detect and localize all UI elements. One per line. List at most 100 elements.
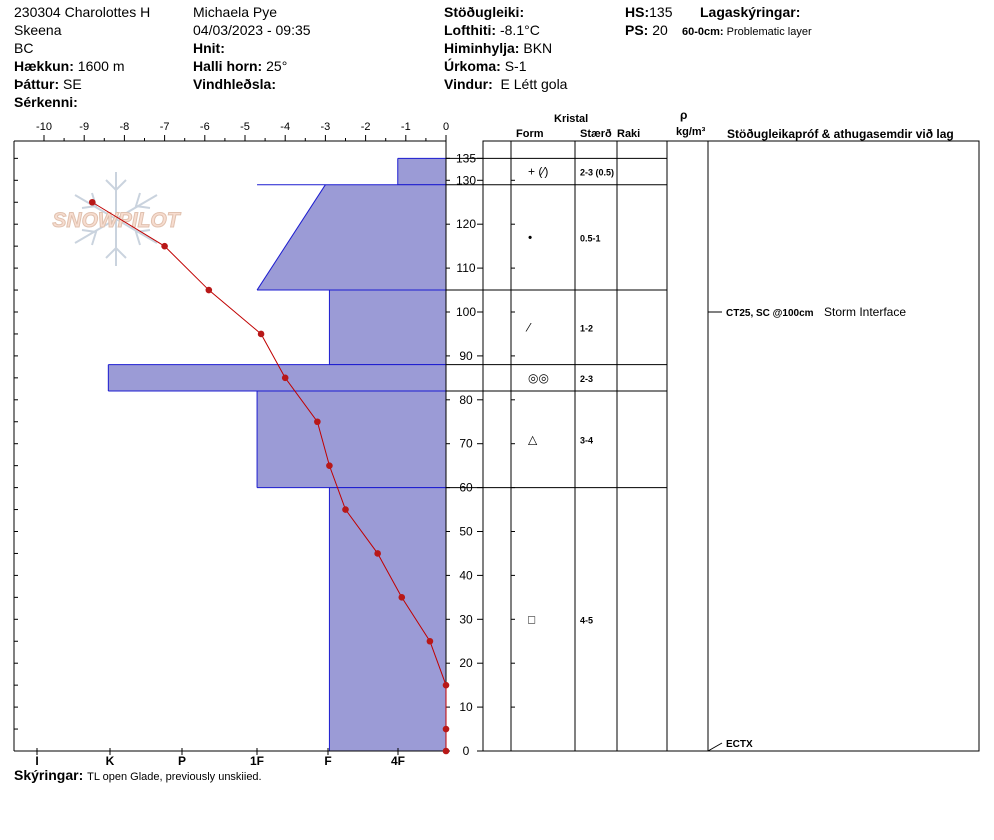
temp-tick-label-8: -2 bbox=[361, 121, 371, 133]
height-tick-label-5: 50 bbox=[459, 525, 473, 539]
hardness-layer-4 bbox=[257, 391, 446, 488]
hardness-layer-5 bbox=[329, 487, 446, 751]
temp-tick-label-5: -5 bbox=[240, 121, 250, 133]
ps-value: 20 bbox=[652, 22, 668, 38]
temperature-point-4 bbox=[281, 374, 289, 382]
hardness-layer-1 bbox=[257, 184, 446, 291]
footer-text: TL open Glade, previously unskiied. bbox=[87, 771, 262, 783]
elevation-value: 1600 m bbox=[77, 58, 125, 74]
temp-tick-label-9: -1 bbox=[401, 121, 411, 133]
height-tick-label-10: 100 bbox=[456, 305, 476, 319]
temperature-point-5 bbox=[314, 418, 321, 426]
height-tick-label-3: 30 bbox=[459, 612, 473, 626]
hardness-tick-label-1: K bbox=[106, 754, 115, 768]
temp-tick-label-6: -4 bbox=[280, 121, 290, 133]
temperature-point-10 bbox=[426, 637, 434, 645]
slope-row: Halli horn: 25° bbox=[193, 58, 287, 75]
height-tick-label-8: 80 bbox=[459, 393, 473, 407]
height-tick-label-7: 70 bbox=[459, 437, 473, 451]
hardness-tick-label-4: F bbox=[324, 754, 331, 768]
temperature-point-2 bbox=[205, 286, 213, 294]
ps-label: PS: bbox=[625, 22, 649, 38]
rho-header: ρ bbox=[680, 108, 688, 122]
region: BC bbox=[14, 40, 34, 56]
crystal-form-0: + (⁄) bbox=[528, 165, 548, 179]
test-code-1: ECTX bbox=[726, 739, 753, 750]
temperature-point-7 bbox=[342, 506, 349, 513]
temperature-point-0 bbox=[88, 198, 96, 206]
test-code-0: CT25, SC @100cm bbox=[726, 308, 814, 319]
air-temp-row: Lofthiti: -8.1°C bbox=[444, 22, 540, 39]
test-note-0: Storm Interface bbox=[824, 305, 906, 319]
crystal-form-4: △ bbox=[528, 432, 538, 446]
hardness-tick-label-3: 1F bbox=[250, 754, 264, 768]
height-tick-label-1: 10 bbox=[459, 700, 473, 714]
layer-note-depth: 60-0cm: bbox=[682, 26, 724, 38]
hardness-layer-0 bbox=[397, 158, 446, 185]
temperature-line bbox=[91, 201, 447, 751]
temp-tick-label-2: -8 bbox=[120, 121, 130, 133]
coords-label: Hnit: bbox=[193, 40, 225, 56]
layers-table bbox=[482, 140, 980, 752]
aspect-value: SE bbox=[63, 76, 82, 92]
temp-tick-label-4: -6 bbox=[200, 121, 210, 133]
hardness-tick-label-5: 4F bbox=[391, 754, 405, 768]
temp-tick-label-10: 0 bbox=[443, 121, 449, 133]
stability-label: Stöðugleiki: bbox=[444, 4, 525, 20]
precip-value: S-1 bbox=[504, 58, 527, 74]
datetime: 04/03/2023 - 09:35 bbox=[193, 22, 311, 38]
wind-row: Vindur: E Létt gola bbox=[444, 76, 567, 93]
height-tick-label-9: 90 bbox=[459, 349, 473, 363]
aspect-label: Þáttur: bbox=[14, 76, 60, 92]
snowflake-icon bbox=[74, 172, 158, 266]
aspect-row: Þáttur: SE bbox=[14, 76, 82, 93]
snowpilot-logo-text: SNOWPILOT bbox=[52, 209, 181, 232]
crystal-size-5: 4-5 bbox=[580, 615, 593, 625]
temperature-point-6 bbox=[326, 462, 333, 469]
moisture-header: Raki bbox=[617, 128, 641, 140]
elevation-row: Hækkun: 1600 m bbox=[14, 58, 125, 75]
crystal-size-4: 3-4 bbox=[580, 435, 593, 445]
location: 230304 Charolottes H bbox=[14, 4, 151, 20]
height-tick-label-4: 40 bbox=[459, 568, 473, 582]
crystal-size-0: 2-3 (0.5) bbox=[580, 168, 614, 178]
crystal-form-3: ◎◎ bbox=[528, 371, 549, 385]
temperature-point-12 bbox=[442, 725, 450, 733]
air-temp-value: -8.1°C bbox=[499, 22, 540, 38]
wind-label: Vindur: bbox=[444, 76, 493, 92]
tests-header: Stöðugleikapróf & athugasemdir við lag bbox=[727, 127, 954, 141]
height-tick-label-2: 20 bbox=[459, 656, 473, 670]
elevation-label: Hækkun: bbox=[14, 58, 74, 74]
test-pointer-1 bbox=[707, 742, 723, 752]
crystal-form-2: ⁄ bbox=[525, 320, 532, 334]
temp-tick-label-1: -9 bbox=[79, 121, 89, 133]
wind-value: E Létt gola bbox=[500, 76, 568, 92]
hs-value: 135 bbox=[649, 4, 673, 20]
height-tick-label-12: 120 bbox=[456, 217, 476, 231]
precip-label: Úrkoma: bbox=[444, 58, 501, 74]
temperature-point-13 bbox=[442, 747, 450, 755]
temp-tick-label-3: -7 bbox=[160, 121, 170, 133]
observer: Michaela Pye bbox=[193, 4, 278, 20]
special-label: Sérkenni: bbox=[14, 94, 78, 110]
ps-row: PS: 20 bbox=[625, 22, 668, 39]
layer-note-text: Problematic layer bbox=[726, 26, 812, 38]
density-unit-header: kg/m³ bbox=[676, 126, 706, 138]
wind-loading-label: Vindhleðsla: bbox=[193, 76, 276, 92]
height-tick-label-0: 0 bbox=[463, 744, 470, 758]
footer-label: Skýringar: bbox=[14, 767, 84, 783]
layer-notes-label: Lagaskýringar: bbox=[700, 4, 801, 20]
hardness-layer-3 bbox=[108, 364, 446, 392]
form-header: Form bbox=[516, 128, 544, 140]
temperature-point-11 bbox=[442, 681, 450, 689]
range: Skeena bbox=[14, 22, 62, 38]
layer-edge-line-1 bbox=[256, 184, 326, 291]
hardness-tick-label-0: I bbox=[35, 754, 38, 768]
crystal-size-3: 2-3 bbox=[580, 374, 593, 384]
crystal-size-2: 1-2 bbox=[580, 323, 593, 333]
sky-row: Himinhylja: BKN bbox=[444, 40, 552, 57]
air-temp-label: Lofthiti: bbox=[444, 22, 497, 38]
temperature-point-1 bbox=[161, 242, 168, 250]
hs-row: HS:135 bbox=[625, 4, 672, 21]
